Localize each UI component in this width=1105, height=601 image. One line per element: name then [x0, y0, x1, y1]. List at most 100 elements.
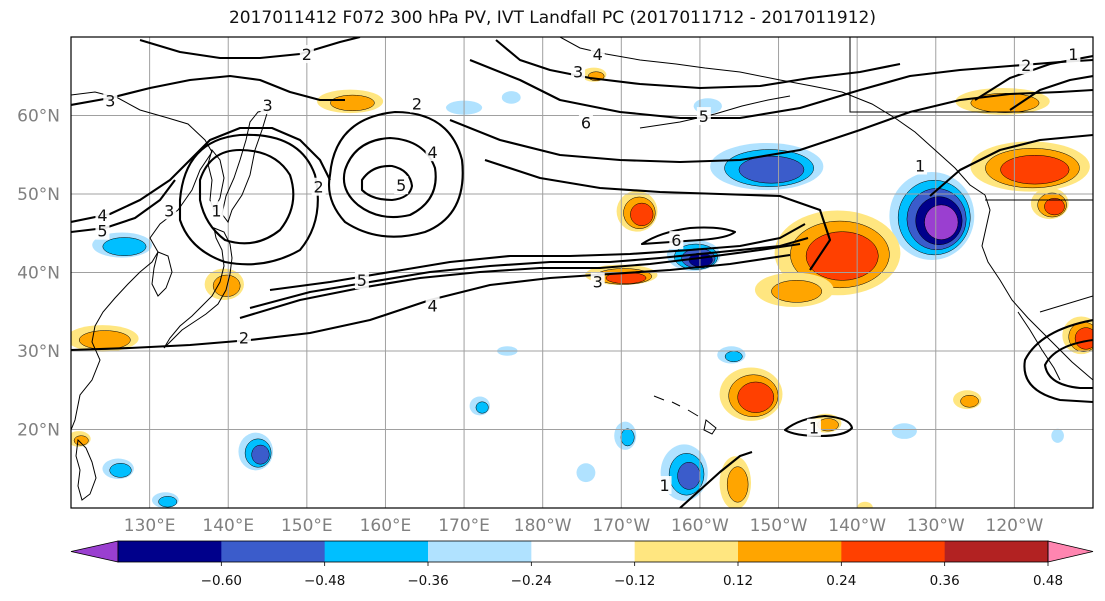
ivt-contour-fill: [78, 330, 131, 350]
ivt-contour-fill: [677, 462, 701, 490]
ivt-anomaly-region: [857, 501, 873, 508]
pv-loop-2: [178, 133, 319, 266]
contour-label-bg: [162, 201, 177, 220]
pv-contour-label: 4: [593, 45, 603, 64]
ivt-contour-fill: [1074, 327, 1093, 350]
pv-contour-label: 5: [699, 107, 709, 126]
y-tick-label: 30°N: [17, 342, 60, 362]
pv-contour-label: 3: [573, 62, 583, 81]
pv-contour-label: 1: [915, 157, 925, 176]
coastline-asia: [71, 91, 213, 431]
colorbar-tick-label: −0.12: [614, 573, 655, 589]
x-tick-label: 180°W: [514, 516, 572, 536]
coastline-korea: [151, 251, 173, 297]
ivt-anomaly-region: [754, 272, 834, 308]
y-tick-label: 50°N: [17, 185, 60, 205]
ivt-contour-fill: [857, 501, 873, 508]
coastline-hawaii: [653, 395, 717, 435]
ivt-contour-fill: [576, 463, 596, 483]
pv-contour-label: 4: [428, 143, 438, 162]
pv-contour-label: 5: [357, 271, 367, 290]
ivt-contour-fill: [726, 466, 749, 503]
coastline-north-america: [981, 194, 1093, 381]
x-tick-label: 150°E: [281, 516, 333, 536]
colorbar-bin: [634, 541, 739, 562]
ivt-anomaly-region: [719, 456, 752, 508]
ivt-anomaly-region: [719, 367, 783, 421]
border-alaska-canada: [849, 37, 1093, 113]
y-axis-ticks: 20°N 30°N 40°N 50°N 60°N: [17, 107, 60, 441]
pv-contour-5-jet: [269, 223, 806, 292]
pv-contour-gulf-1: [469, 58, 1093, 120]
pv-contour-label: 2: [239, 328, 249, 347]
pv-contour-label: 1: [211, 201, 221, 220]
ivt-contour-fill: [891, 423, 917, 439]
contour-label-bg: [394, 176, 409, 195]
colorbar-outline: [117, 540, 1049, 563]
coastline-philippines: [75, 438, 97, 501]
coastline-japan: [163, 227, 233, 349]
pv-contour-gulf-4: [495, 39, 901, 90]
figure-title: 2017011412 F072 300 hPa PV, IVT Landfall…: [228, 8, 876, 28]
contour-label-bg: [657, 476, 672, 495]
x-tick-label: 160°W: [671, 516, 729, 536]
contour-label-bg: [95, 205, 110, 224]
border-us-mexico: [1039, 295, 1093, 313]
ivt-anomaly-region: [238, 432, 274, 471]
pv-contours: [71, 37, 1093, 508]
pv-contour-4-jet: [249, 236, 809, 310]
ivt-contour-fill: [251, 444, 270, 465]
pv-loop-1: [198, 148, 295, 245]
ivt-anomaly-region: [889, 172, 975, 260]
coastline-alaska: [559, 37, 986, 196]
ivt-contour-fill: [805, 231, 879, 281]
contour-label-bg: [95, 221, 110, 240]
contour-label-bg: [425, 296, 440, 315]
ivt-anomaly-region: [953, 390, 982, 410]
pv-contour-label: 2: [412, 95, 422, 114]
contour-label-bg: [299, 45, 314, 64]
coastline-aleutians: [639, 95, 791, 129]
colorbar-bin: [118, 541, 222, 562]
pv-contour-california-1: [1023, 318, 1093, 404]
pv-contour-label: 2: [314, 178, 324, 197]
ivt-anomaly-region: [151, 492, 179, 508]
pv-loop-center: [342, 136, 437, 219]
pv-contour-label: 5: [396, 176, 406, 195]
ivt-anomaly-region: [71, 325, 139, 352]
pv-contour-label: 3: [593, 273, 603, 292]
colorbar: −0.60 −0.48 −0.36 −0.24 −0.12 0.12 0.24 0.36 0.4…: [70, 540, 1094, 589]
contour-label-bg: [578, 113, 593, 132]
x-tick-label: 130°E: [124, 516, 176, 536]
ivt-anomaly-region: [204, 268, 244, 300]
ivt-anomaly-region: [469, 396, 491, 416]
colorbar-tick-label: −0.60: [201, 573, 242, 589]
ivt-contour-fill: [1044, 197, 1065, 216]
coastline-baja: [1017, 311, 1061, 381]
pv-contour-label: 3: [164, 201, 174, 220]
ivt-contour-fill: [1000, 154, 1070, 185]
pv-contour-label: 4: [428, 296, 438, 315]
x-tick-label: 170°W: [592, 516, 650, 536]
pv-contour-label: 6: [581, 113, 591, 132]
ivt-anomaly-region: [970, 141, 1090, 192]
pv-contour-california-2: [1043, 338, 1093, 390]
pv-contour-label: 1: [809, 419, 819, 438]
contour-label-bg: [354, 271, 369, 290]
pv-contour-label: 5: [97, 222, 107, 241]
ivt-contour-fill: [330, 94, 375, 112]
contour-label-bg: [669, 231, 684, 250]
pv-contour-label: 1: [1068, 45, 1078, 64]
colorbar-extend-min: [70, 540, 119, 563]
colorbar-bin: [428, 541, 532, 562]
colorbar-tick-label: 0.48: [1033, 573, 1063, 589]
ivt-anomaly-region: [317, 89, 384, 114]
ivt-contour-fill: [630, 202, 654, 226]
colorbar-bin: [738, 541, 842, 562]
ivt-contour-fill: [724, 350, 743, 363]
ivt-anomaly-region: [501, 91, 521, 104]
ivt-anomaly-region: [616, 190, 658, 232]
